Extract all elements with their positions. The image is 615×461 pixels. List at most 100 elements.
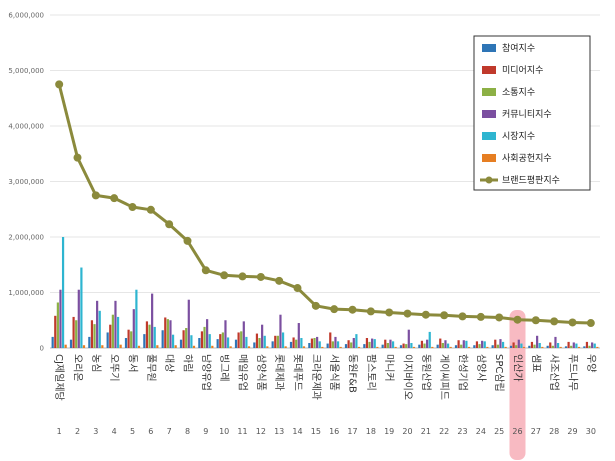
bar bbox=[93, 324, 96, 348]
bar bbox=[77, 289, 80, 348]
bar bbox=[276, 335, 279, 348]
bar bbox=[106, 332, 109, 348]
line-point bbox=[366, 307, 375, 316]
rank-label: 27 bbox=[531, 427, 541, 436]
line-point bbox=[421, 310, 430, 319]
bar bbox=[528, 345, 531, 348]
bar bbox=[428, 331, 431, 348]
rank-label: 14 bbox=[292, 427, 302, 436]
rank-label: 10 bbox=[219, 427, 229, 436]
bar bbox=[583, 346, 586, 348]
bar bbox=[153, 326, 156, 348]
bar bbox=[405, 344, 408, 348]
bar bbox=[494, 339, 497, 348]
bar bbox=[412, 346, 416, 348]
bar bbox=[255, 333, 259, 348]
line-point bbox=[385, 308, 394, 317]
bar bbox=[512, 342, 515, 348]
bar bbox=[478, 344, 481, 348]
bar bbox=[436, 344, 439, 348]
bar bbox=[520, 343, 523, 348]
rank-label: 18 bbox=[366, 427, 376, 436]
legend-swatch bbox=[482, 132, 496, 140]
bar bbox=[504, 346, 507, 348]
bar bbox=[460, 344, 463, 348]
line-point bbox=[311, 301, 320, 310]
category-label: 롯데푸드 bbox=[292, 354, 304, 391]
rank-label: 30 bbox=[586, 427, 596, 436]
bar bbox=[297, 323, 300, 348]
bar bbox=[386, 343, 389, 348]
bar bbox=[331, 341, 334, 348]
category-label: 우양 bbox=[585, 354, 597, 372]
bar bbox=[80, 267, 83, 348]
bar bbox=[179, 339, 183, 348]
category-label: 대상 bbox=[163, 354, 175, 372]
bar bbox=[234, 339, 238, 348]
highlight-marker bbox=[509, 310, 526, 460]
bar bbox=[245, 336, 248, 348]
bar bbox=[588, 345, 591, 348]
category-label: 롯데제과 bbox=[273, 354, 285, 391]
bar bbox=[302, 346, 306, 348]
rank-label: 24 bbox=[476, 427, 486, 436]
bar bbox=[481, 340, 484, 348]
bar bbox=[326, 343, 329, 348]
bar bbox=[82, 345, 86, 348]
bar bbox=[219, 334, 222, 348]
rank-label: 19 bbox=[384, 427, 394, 436]
bar bbox=[462, 340, 465, 348]
bar bbox=[203, 326, 206, 348]
rank-label: 1 bbox=[57, 427, 62, 436]
bar bbox=[316, 336, 319, 348]
bar bbox=[289, 341, 293, 348]
bar bbox=[101, 345, 104, 348]
line-point bbox=[476, 312, 485, 321]
bar bbox=[499, 339, 502, 348]
legend-point-swatch bbox=[485, 176, 493, 184]
bar bbox=[198, 338, 201, 348]
line-point bbox=[165, 220, 174, 229]
bar bbox=[295, 339, 298, 348]
rank-label: 29 bbox=[567, 427, 577, 436]
bar bbox=[473, 345, 476, 348]
bar bbox=[242, 321, 245, 348]
legend-swatch bbox=[482, 66, 496, 74]
bar bbox=[389, 339, 392, 348]
line-point bbox=[110, 194, 119, 203]
bar bbox=[533, 344, 536, 348]
bar bbox=[135, 289, 138, 348]
line-point bbox=[568, 318, 577, 327]
bar bbox=[169, 320, 172, 348]
bar bbox=[56, 302, 59, 348]
line-point bbox=[183, 236, 192, 245]
line-point bbox=[495, 313, 504, 322]
line-point bbox=[330, 305, 339, 314]
bar bbox=[161, 330, 164, 348]
bar bbox=[420, 340, 424, 348]
line-point bbox=[293, 284, 302, 293]
bar bbox=[593, 343, 596, 348]
category-label: 샘표 bbox=[530, 354, 542, 372]
bar bbox=[426, 339, 429, 348]
bar bbox=[308, 343, 311, 348]
bar bbox=[365, 338, 369, 348]
line-point bbox=[55, 80, 64, 89]
bar bbox=[253, 342, 256, 348]
legend-label: 시장지수 bbox=[502, 131, 535, 142]
bar bbox=[491, 345, 494, 348]
bar bbox=[130, 331, 133, 348]
bar bbox=[237, 332, 240, 348]
y-tick-label: 4,000,000 bbox=[8, 123, 44, 131]
bar bbox=[261, 324, 264, 348]
line-point bbox=[238, 272, 247, 281]
bar bbox=[368, 341, 371, 348]
bar bbox=[271, 341, 274, 348]
bar bbox=[418, 344, 421, 348]
bar bbox=[156, 345, 159, 348]
bar bbox=[538, 343, 541, 348]
category-label: CJ제일제당 bbox=[53, 354, 65, 401]
line-point bbox=[128, 203, 137, 212]
bar bbox=[114, 300, 117, 348]
